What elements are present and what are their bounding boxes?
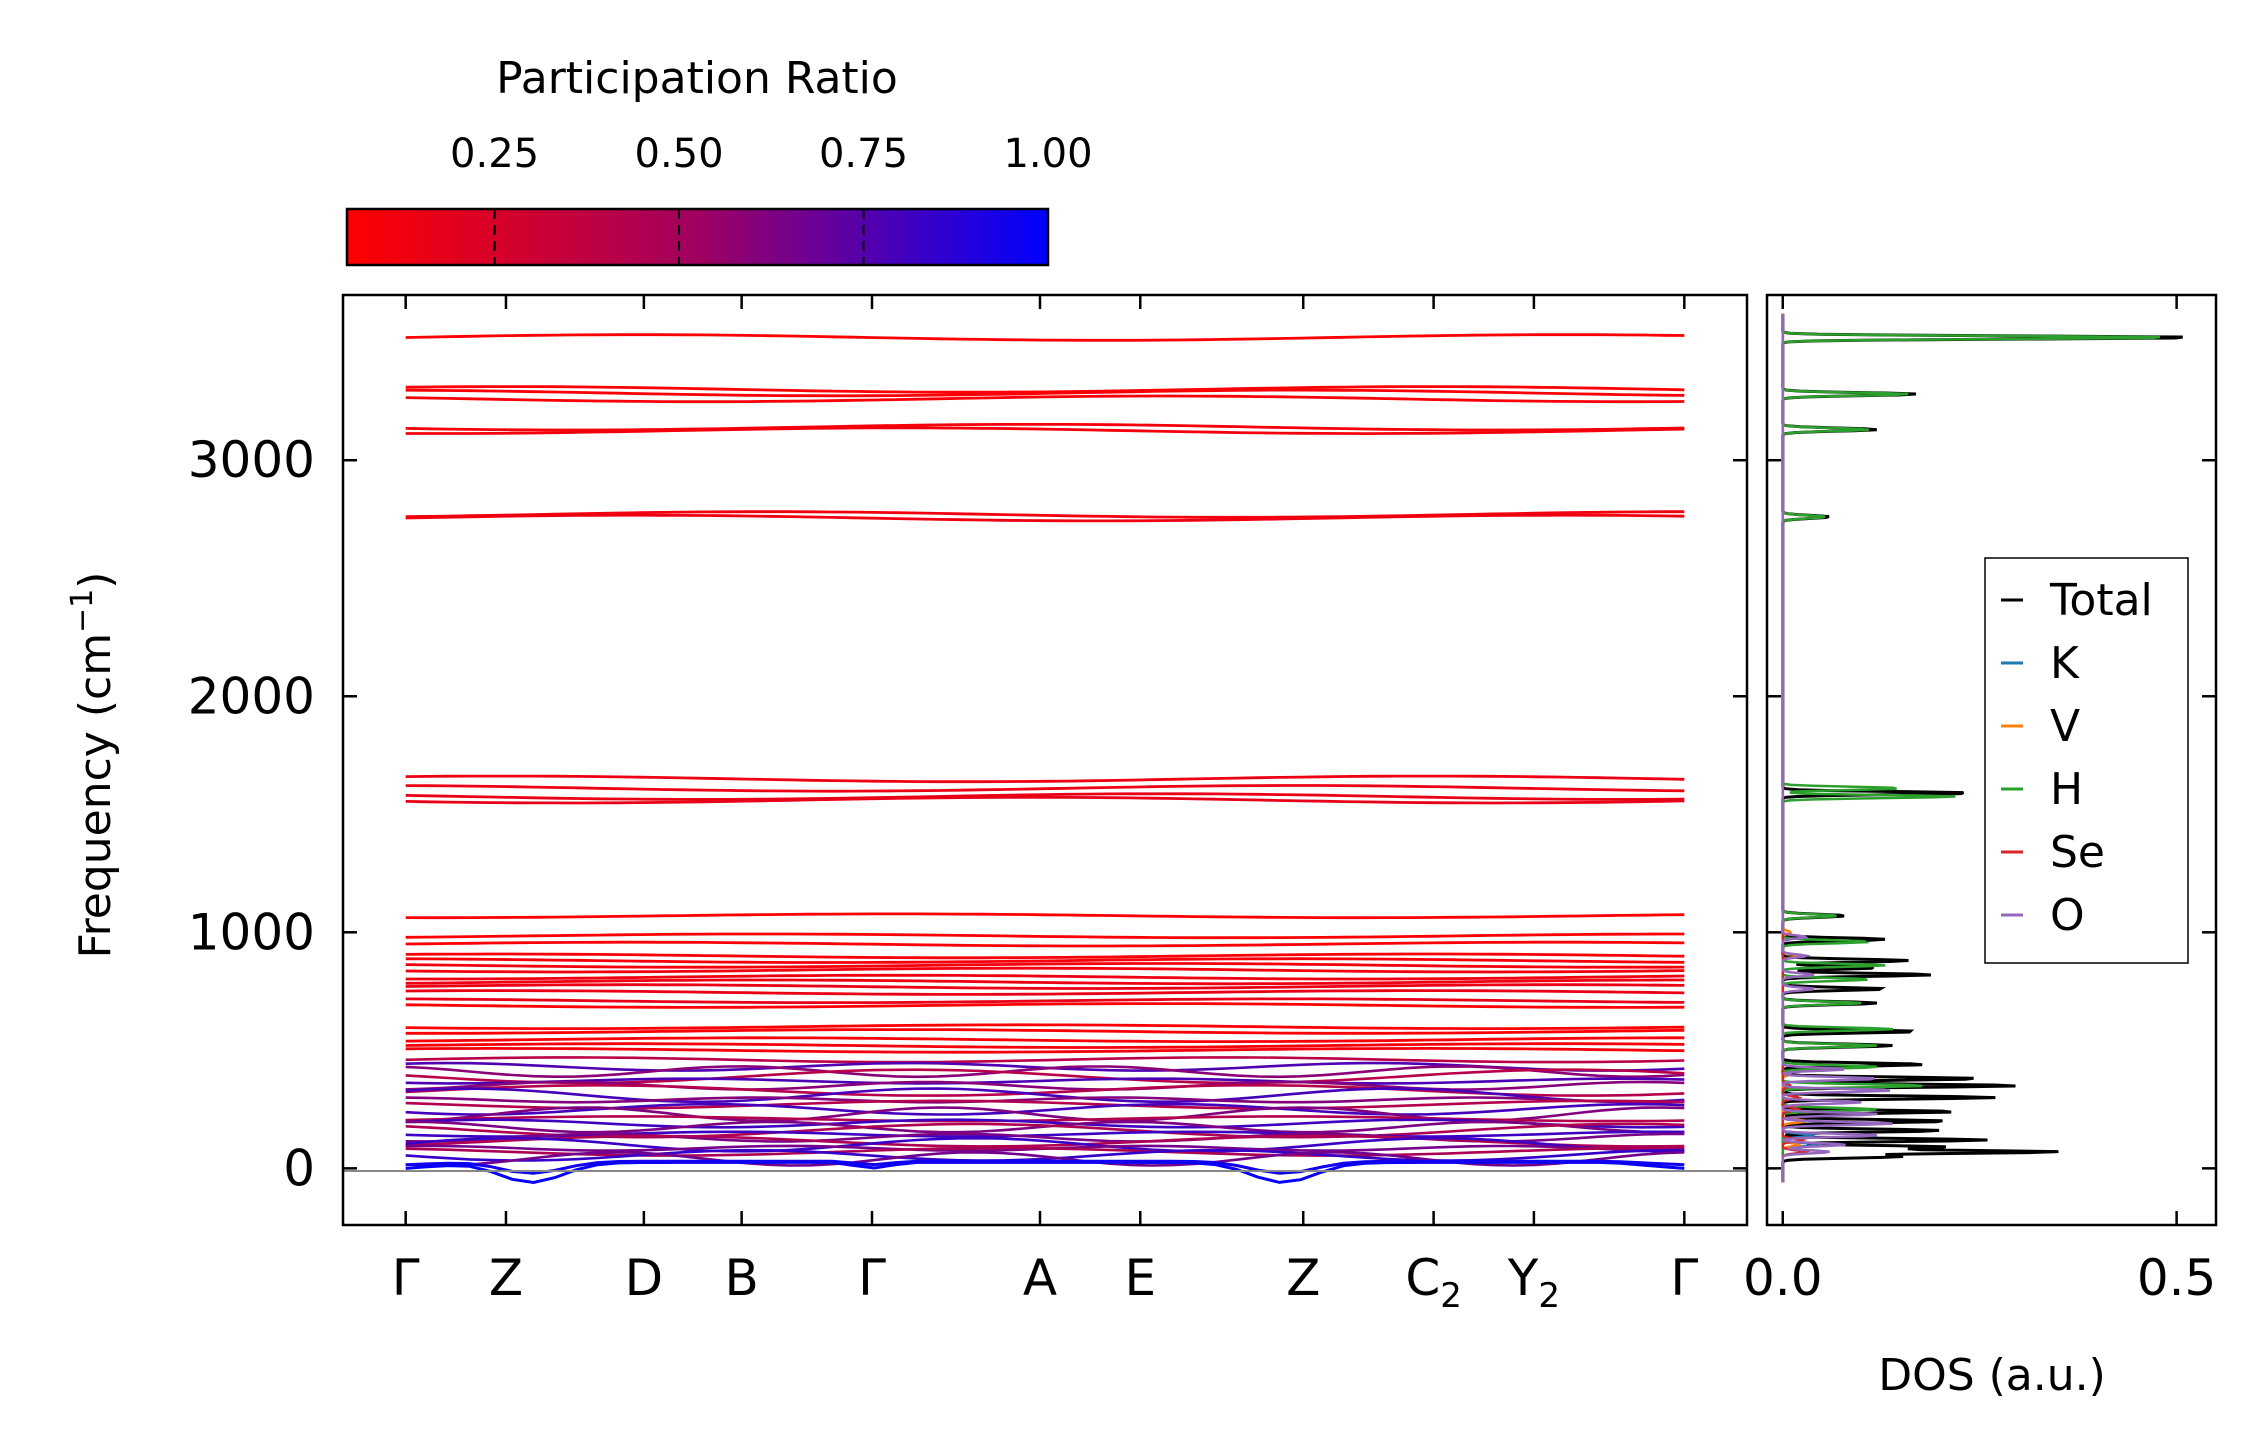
y-axis-label-text: Frequency (cm <box>70 633 121 959</box>
phonon-band <box>405 973 1685 981</box>
legend-label: V <box>2050 701 2080 752</box>
phonon-band <box>405 1042 1685 1049</box>
phonon-band <box>405 792 1685 801</box>
legend-label: K <box>2050 638 2080 689</box>
band-axes-frame <box>341 293 1749 1227</box>
legend-label: Se <box>2050 827 2105 878</box>
phonon-band <box>405 423 1685 432</box>
phonon-band <box>405 1118 1685 1129</box>
dos-series-o <box>1780 313 1893 1183</box>
phonon-band <box>405 795 1685 805</box>
phonon-band <box>405 912 1685 920</box>
phonon-band <box>405 983 1685 990</box>
phonon-band <box>405 1087 1685 1104</box>
phonon-band <box>405 1102 1685 1116</box>
y-tick-label: 0 <box>283 1139 315 1197</box>
acoustic-band <box>405 1159 1685 1175</box>
phonon-band <box>405 1115 1685 1123</box>
high-symmetry-label: B <box>724 1249 758 1307</box>
phonon-band <box>405 957 1685 964</box>
phonon-band <box>405 997 1685 1004</box>
high-symmetry-label: Γ <box>858 1249 886 1307</box>
dos-x-tick-label: 0.5 <box>2137 1249 2217 1307</box>
phonon-band <box>405 1036 1685 1043</box>
phonon-band <box>405 1134 1685 1148</box>
dos-legend: Total KVH Se O <box>1984 557 2189 964</box>
phonon-band <box>405 1056 1685 1064</box>
dos-panel: 0.0 0.5 DOS (a.u.) Total KVH Se O <box>1743 293 2218 1401</box>
dos-x-axis-label: DOS (a.u.) <box>1878 1350 2106 1401</box>
high-symmetry-label: A <box>1023 1249 1057 1307</box>
colorbar-tick-label: 1.00 <box>1003 131 1092 177</box>
phonon-band <box>405 989 1685 996</box>
y-tick-label: 3000 <box>188 431 315 489</box>
dos-x-tick-label: 0.0 <box>1743 1249 1823 1307</box>
phonon-band <box>405 1028 1685 1035</box>
phonon-band <box>405 932 1685 940</box>
phonon-band <box>405 1023 1685 1030</box>
legend-label: Total <box>2049 575 2153 626</box>
high-symmetry-label: E <box>1124 1249 1156 1307</box>
band-structure-panel: Γ Z D B Γ A E Z C2 Y2 Γ 0 1000 2000 3000 Frequency (c… <box>65 293 1749 1316</box>
phonon-band <box>405 513 1685 523</box>
y-axis-label-superscript: −1 <box>65 589 100 633</box>
phonon-band <box>405 1065 1685 1079</box>
high-symmetry-label: Z <box>1286 1249 1320 1307</box>
colorbar-tick-label: 0.25 <box>450 131 539 177</box>
dos-axes-frame <box>1765 293 2218 1227</box>
phonon-band <box>405 784 1685 793</box>
colorbar-tick-label: 0.50 <box>635 131 724 177</box>
dos-series-v <box>1781 313 1808 1183</box>
dos-series-se <box>1781 313 1812 1183</box>
legend-label: O <box>2050 890 2085 941</box>
colorbar-gradient <box>345 207 1050 267</box>
high-symmetry-label: Y2 <box>1507 1249 1560 1316</box>
legend-frame <box>1984 557 2189 964</box>
legend-label: H <box>2050 764 2083 815</box>
colorbar-label: Participation Ratio <box>496 53 898 104</box>
y-tick-label: 1000 <box>188 903 315 961</box>
phonon-band <box>405 1146 1685 1157</box>
y-axis-label-close: ) <box>70 572 121 589</box>
dos-series-k <box>1781 313 1823 1183</box>
colorbar-tick-label: 0.75 <box>819 131 908 177</box>
phonon-band <box>405 962 1685 969</box>
y-tick-label: 2000 <box>188 667 315 725</box>
high-symmetry-label: Γ <box>1670 1249 1698 1307</box>
phonon-band <box>405 388 1685 398</box>
high-symmetry-label: C2 <box>1405 1249 1462 1316</box>
y-axis-label: Frequency (cm−1) <box>65 572 121 959</box>
phonon-band <box>405 333 1685 342</box>
phonon-band <box>405 1096 1685 1104</box>
high-symmetry-label: Γ <box>392 1249 420 1307</box>
phonon-band <box>405 940 1685 948</box>
phonon-band <box>405 385 1685 394</box>
phonon-band <box>405 1136 1685 1153</box>
participation-ratio-colorbar: Participation Ratio 0.25 0.50 0.75 1.00 <box>345 53 1093 267</box>
phonon-band <box>405 952 1685 960</box>
phonon-band <box>405 966 1685 974</box>
phonon-band <box>405 1077 1685 1085</box>
phonon-band <box>405 1046 1685 1054</box>
high-symmetry-label: D <box>625 1249 664 1307</box>
phonon-band <box>405 1002 1685 1009</box>
phonon-band <box>405 426 1685 436</box>
phonon-band <box>405 774 1685 784</box>
phonon-band <box>405 978 1685 986</box>
high-symmetry-label: Z <box>489 1249 523 1307</box>
phonon-band <box>405 1080 1685 1091</box>
phonon-band <box>405 394 1685 404</box>
